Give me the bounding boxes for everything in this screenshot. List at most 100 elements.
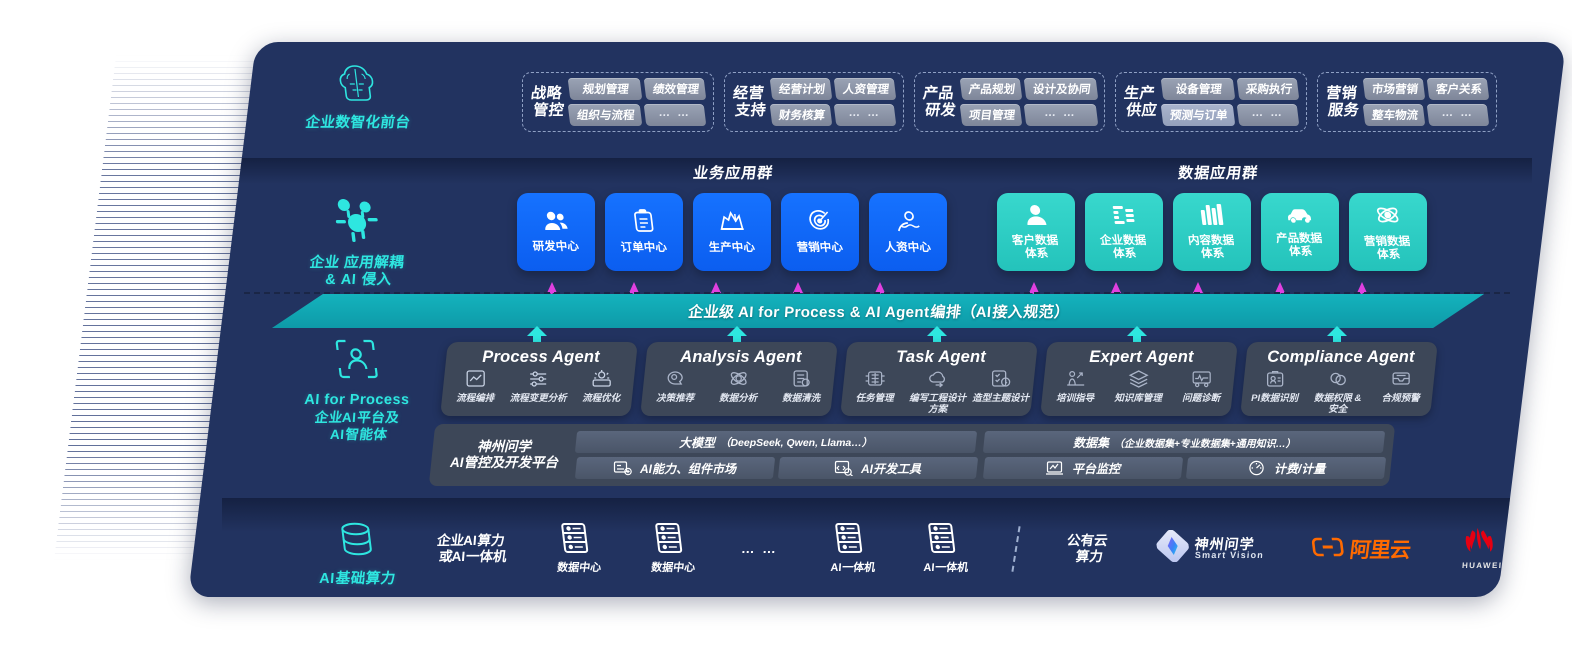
agent-capability[interactable]: 数据权限 & 安全 [1308,369,1368,415]
billing-bar[interactable]: 计费/计量 [1185,457,1386,479]
agent-capability[interactable]: 决策推荐 [645,369,705,405]
models-bar[interactable]: 大模型 （DeepSeek, Qwen, Llama…） [574,431,978,453]
domain-chip[interactable]: 规划管理 [567,78,642,100]
infra-label: 企业AI算力 或AI一体机 [435,532,507,564]
domain-group[interactable]: 营销 服务 市场营销 客户关系 整车物流 … … [1316,72,1497,132]
app-card-hr[interactable]: 人资中心 [869,193,947,271]
app-card-marketing[interactable]: 营销中心 [781,193,859,271]
agent-capability-label: 数据清洗 [782,393,821,404]
agent-card-analysis[interactable]: Analysis Agent 决策推荐 [640,342,838,416]
data-card-customer[interactable]: 客户数据 体系 [997,193,1075,271]
data-card-product[interactable]: 产品数据 体系 [1261,193,1339,271]
infra-label: … … [740,540,779,556]
domain-chip[interactable]: 经营计划 [769,78,832,100]
agent-card-expert[interactable]: Expert Agent 培训指导 知识 [1040,342,1238,416]
app-card-rd[interactable]: 研发中心 [517,193,595,271]
app-card-order[interactable]: 订单中心 [605,193,683,271]
domain-chip-more[interactable]: … … [1023,104,1098,126]
agent-capability-label: 数据权限 & 安全 [1313,393,1362,415]
agent-capability-label: 合规预警 [1381,393,1420,404]
infra-node-allinone-1[interactable]: AI一体机 [824,522,875,575]
checklist-clock-icon [990,369,1011,393]
logo-shenzhou-wenxue[interactable]: 神州问学 Smart Vision [1154,529,1265,567]
agent-capability[interactable]: 知识库管理 [1108,369,1168,405]
agent-name: Expert Agent [1089,348,1194,366]
market-icon [613,460,633,476]
domain-chip[interactable]: 客户关系 [1426,78,1489,100]
domain-chip[interactable]: 财务核算 [769,104,832,126]
billing-label: 计费/计量 [1273,461,1325,476]
agents-row: Process Agent 流程编排 流 [440,342,1438,416]
agent-capability[interactable]: 合规预警 [1371,369,1431,415]
logo-aliyun[interactable]: 阿里云 [1311,534,1411,564]
infra-label: 数据中心 [555,562,602,574]
domain-group[interactable]: 产品 研发 产品规划 设计及协同 项目管理 … … [913,72,1106,132]
domain-chip[interactable]: 产品规划 [959,78,1022,100]
agent-capability[interactable]: 问题诊断 [1171,369,1231,405]
bubble-idea-icon [665,369,686,393]
domain-chip-more[interactable]: … … [1236,104,1299,126]
agent-capability[interactable]: 培训指导 [1045,369,1105,405]
agent-card-task[interactable]: Task Agent 任务管理 编写工程 [840,342,1038,416]
agent-capability-label: 造型主题设计 [972,393,1030,404]
domain-chip[interactable]: 市场营销 [1362,78,1425,100]
domain-chip[interactable]: 项目管理 [959,104,1022,126]
domain-chip[interactable]: 设备管理 [1160,78,1235,100]
agent-capability[interactable]: 造型主题设计 [971,369,1031,415]
agent-capability-label: 流程编排 [456,393,495,404]
agent-capability-label: 流程优化 [582,393,621,404]
agent-card-compliance[interactable]: Compliance Agent PI数据识别 [1240,342,1438,416]
platform-models-col: 大模型 （DeepSeek, Qwen, Llama…） AI能力、组件市场 [574,431,978,479]
infra-node-allinone-2[interactable]: AI一体机 [918,522,969,575]
building-icon [1110,203,1137,231]
infra-label: AI一体机 [922,562,969,574]
domain-chip[interactable]: 预测与订单 [1160,104,1235,126]
infra-node-datacenter-1[interactable]: 数据中心 [551,522,602,575]
domain-chip-more[interactable]: … … [833,104,896,126]
data-group-title: 数据应用群 [1176,165,1259,182]
dataset-bar[interactable]: 数据集 （企业数据集+专业数据集+通用知识…） [982,431,1386,453]
app-card-label: 人资中心 [884,241,932,254]
agent-capability[interactable]: 数据清洗 [771,369,831,405]
agent-card-process[interactable]: Process Agent 流程编排 流 [440,342,638,416]
database-icon [259,520,455,565]
domain-chip[interactable]: 设计及协同 [1023,78,1098,100]
domain-chip[interactable]: 整车物流 [1362,104,1425,126]
agent-capability[interactable]: 流程编排 [445,369,505,405]
server-icon [925,522,960,559]
agent-capability-label: 知识库管理 [1114,393,1162,404]
domain-chip[interactable]: 组织与流程 [567,104,642,126]
domain-chip-more[interactable]: … … [1426,104,1489,126]
app-card-production[interactable]: 生产中心 [693,193,771,271]
agent-name: Compliance Agent [1267,348,1415,366]
domain-chip[interactable]: 人资管理 [833,78,896,100]
data-card-marketing[interactable]: 营销数据 体系 [1349,193,1427,271]
agent-capability-label: 培训指导 [1056,393,1095,404]
domain-chip[interactable]: 采购执行 [1236,78,1299,100]
logo-huawei[interactable]: HUAWEI [1455,527,1504,570]
data-card-enterprise[interactable]: 企业数据 体系 [1085,193,1163,271]
infra-public-cloud: 公有云 算力 [1065,533,1109,565]
agent-capability[interactable]: 流程变更分析 [508,369,568,405]
ai-market-bar[interactable]: AI能力、组件市场 [574,457,775,479]
domain-chip-more[interactable]: … … [643,104,706,126]
ai-devtool-bar[interactable]: AI开发工具 [777,457,978,479]
smart-vision-mark-icon [1154,529,1191,567]
architecture-board: 企业数智化前台 战略 管控 规划管理 绩效管理 组织与流程 … … 经营 支持 … [187,42,1567,597]
agent-capability[interactable]: 流程优化 [571,369,631,405]
logo-label-en: HUAWEI [1461,561,1503,570]
domain-chip[interactable]: 绩效管理 [643,78,706,100]
domain-group[interactable]: 生产 供应 设备管理 采购执行 预测与订单 … … [1115,72,1307,132]
domain-group[interactable]: 经营 支持 经营计划 人资管理 财务核算 … … [723,72,904,132]
infra-node-datacenter-2[interactable]: 数据中心 [644,522,695,575]
monitor-bar[interactable]: 平台监控 [982,457,1183,479]
data-card-content[interactable]: 内容数据 体系 [1173,193,1251,271]
agent-capability[interactable]: 任务管理 [845,369,905,415]
infra-label: 数据中心 [649,562,695,574]
huawei-mark-icon [1455,527,1503,560]
domain-group[interactable]: 战略 管控 规划管理 绩效管理 组织与流程 … … [522,72,714,132]
agent-capability[interactable]: 数据分析 [708,369,768,405]
infra-label: 公有云 算力 [1064,532,1107,564]
agent-capability[interactable]: 编写工程设计方案 [908,369,968,415]
agent-capability[interactable]: PI数据识别 [1245,369,1305,415]
